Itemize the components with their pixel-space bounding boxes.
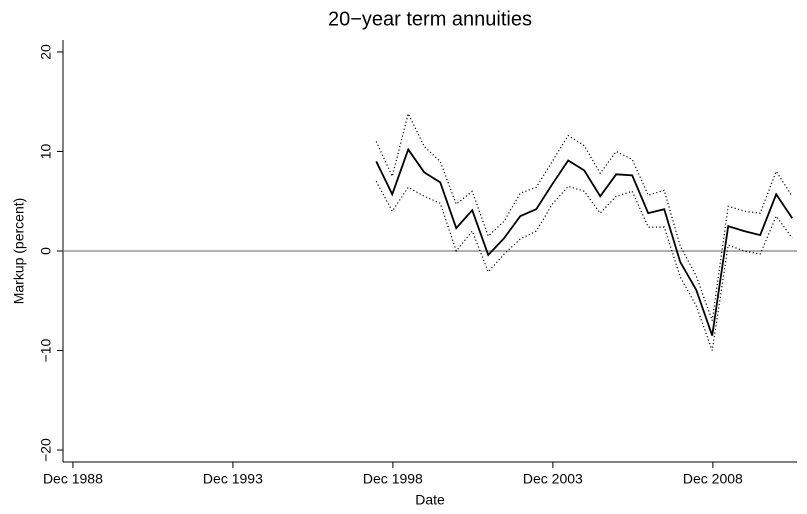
y-axis-label: Markup (percent) — [11, 198, 27, 305]
data-line — [375, 147, 793, 336]
x-tick-label: Dec 1998 — [363, 471, 423, 487]
y-tick-label: 20 — [38, 44, 54, 60]
confidence-line — [375, 181, 793, 351]
y-tick-label: 0 — [38, 247, 54, 255]
chart-title: 20−year term annuities — [328, 8, 532, 30]
x-tick-label: Dec 1988 — [43, 471, 103, 487]
x-axis-label: Date — [415, 492, 445, 508]
y-tick-label: 10 — [38, 143, 54, 159]
y-tick-label: −20 — [38, 438, 54, 462]
x-tick-label: Dec 2003 — [523, 471, 583, 487]
x-tick-label: Dec 2008 — [683, 471, 743, 487]
x-tick-label: Dec 1993 — [203, 471, 263, 487]
y-tick-label: −10 — [38, 338, 54, 362]
confidence-line — [375, 111, 793, 321]
